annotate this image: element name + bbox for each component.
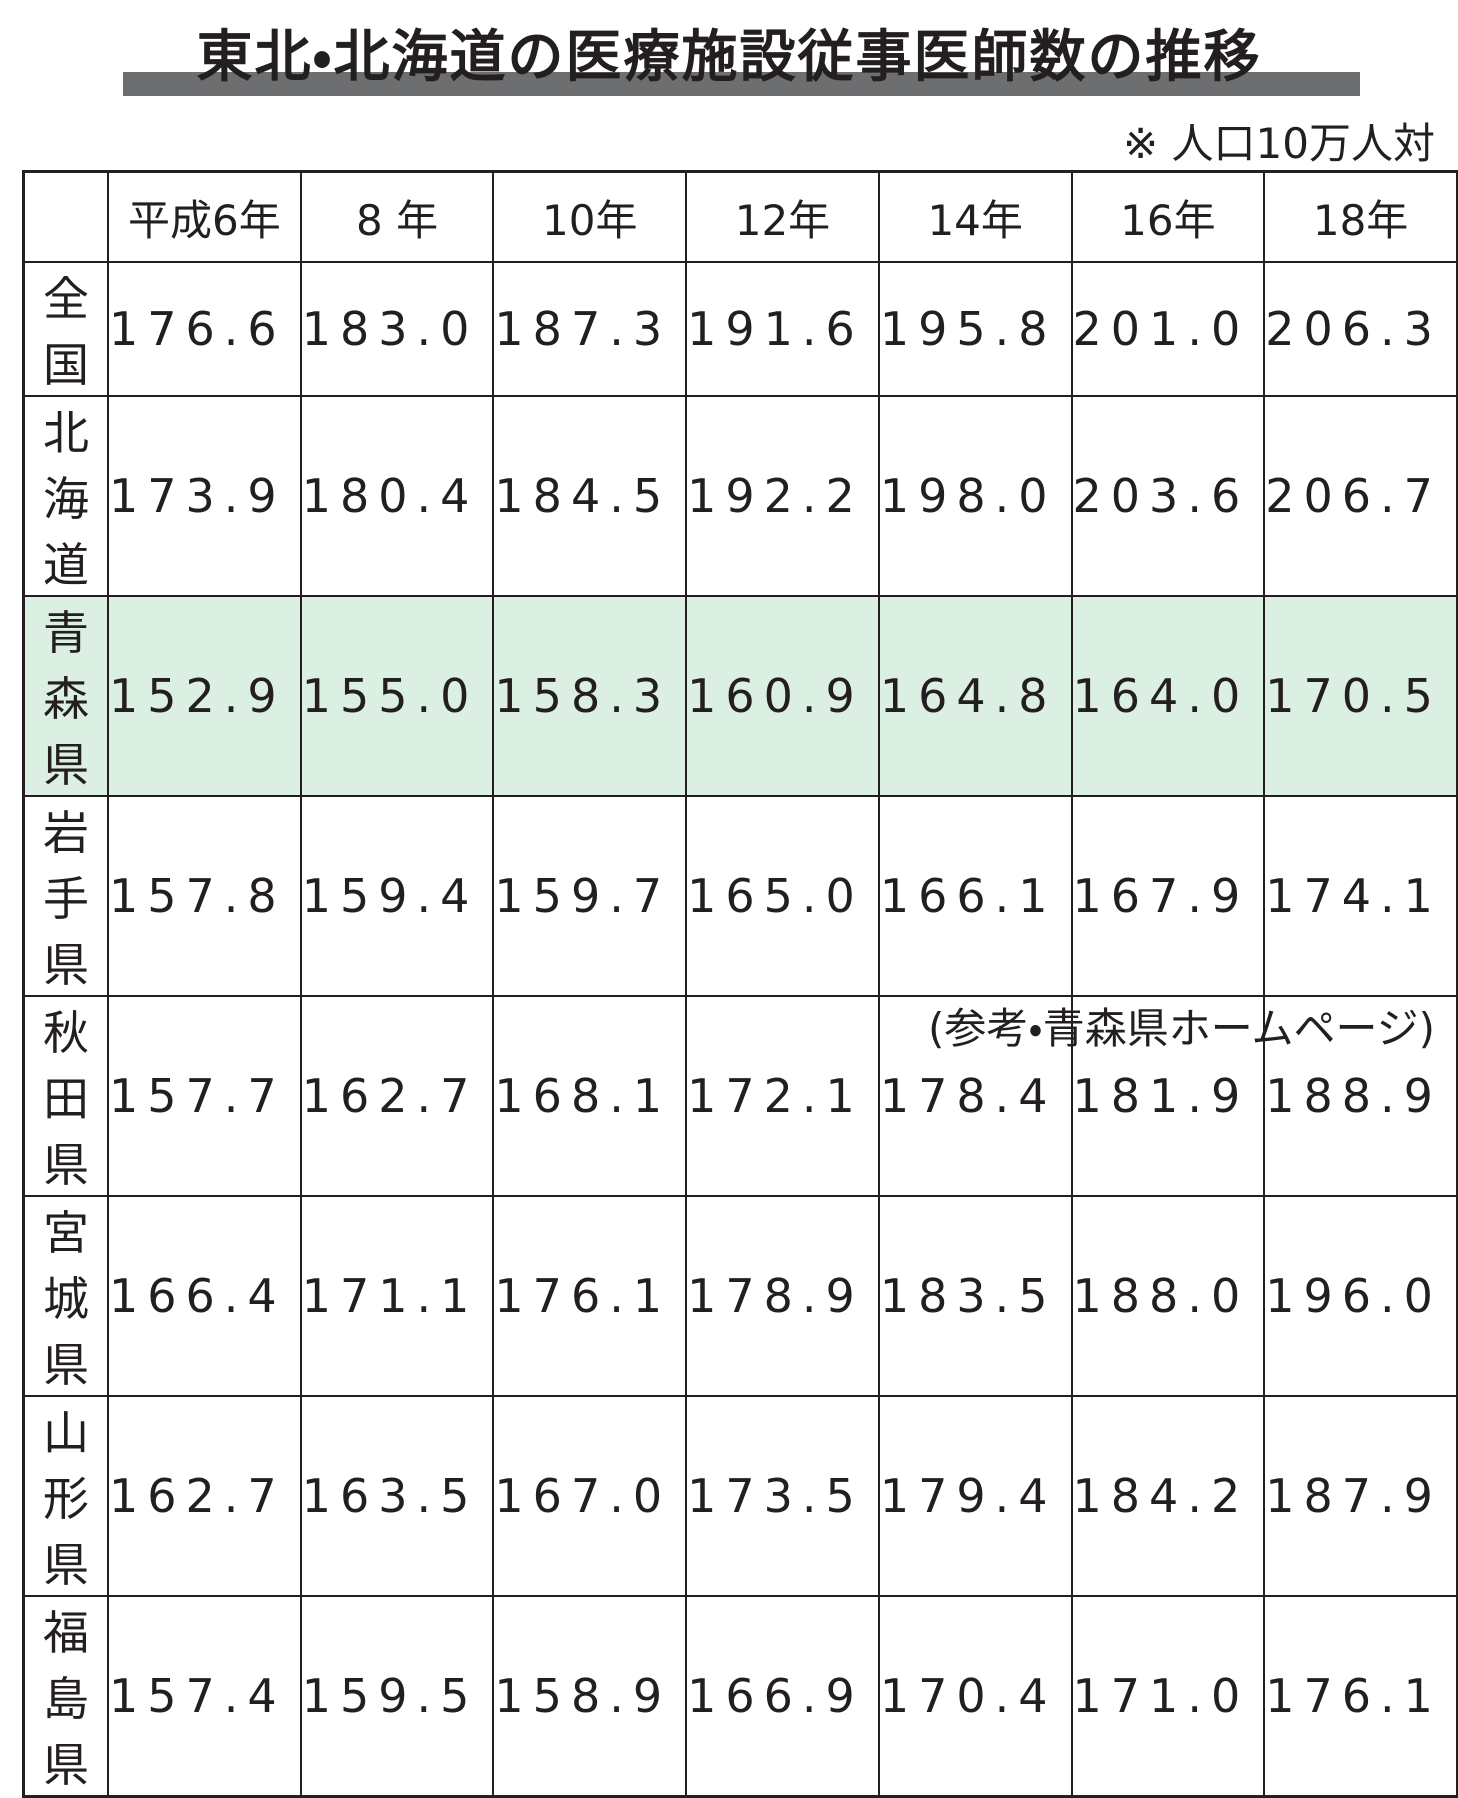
row-label: 秋田県	[22, 995, 109, 1197]
row: 福島県 157.4 159.5 158.9 166.9 170.4 171.0 176.1	[22, 1595, 1458, 1798]
cell: 158.9	[492, 1595, 688, 1798]
cell: 158.3	[492, 595, 688, 797]
row-label: 福島県	[22, 1595, 109, 1798]
cell: 178.9	[685, 1195, 880, 1397]
cell: 188.0	[1070, 1195, 1266, 1397]
cell: 201.0	[1070, 261, 1266, 397]
cell: 179.4	[877, 1395, 1073, 1597]
cell: 171.0	[1070, 1595, 1266, 1798]
cell: 187.3	[492, 261, 688, 397]
cell: 157.8	[107, 795, 302, 997]
cell: 152.9	[107, 595, 302, 797]
cell: 157.7	[107, 995, 302, 1197]
cell: 180.4	[299, 395, 495, 597]
cell: 159.4	[299, 795, 495, 997]
column-header	[22, 170, 109, 263]
column-header: 8 年	[299, 170, 495, 263]
cell: 162.7	[299, 995, 495, 1197]
cell: 206.3	[1263, 261, 1458, 397]
column-header: 14年	[877, 170, 1073, 263]
title: 東北・北海道の医療施設従事医師数の推移	[196, 25, 1262, 90]
column-header: 12年	[685, 170, 880, 263]
cell: 203.6	[1070, 395, 1266, 597]
row: 青森県 152.9 155.0 158.3 160.9 164.8 164.0 170.5	[22, 595, 1458, 797]
cell: 163.5	[299, 1395, 495, 1597]
cell: 160.9	[685, 595, 880, 797]
page: 東北・北海道の医療施設従事医師数の推移 ※ 人口10万人対 平成6年 8 年 10年…	[22, 25, 1458, 1798]
cell: 170.4	[877, 1595, 1073, 1798]
cell: 171.1	[299, 1195, 495, 1397]
cell: 166.1	[877, 795, 1073, 997]
cell: 183.0	[299, 261, 495, 397]
cell: 191.6	[685, 261, 880, 397]
cell: 159.7	[492, 795, 688, 997]
row-label: 山形県	[22, 1395, 109, 1597]
table: 平成6年 8 年 10年 12年 14年 16年 18年 全国 176.6 183.0 187.3 1…	[22, 170, 1458, 1798]
cell: 165.0	[685, 795, 880, 997]
cell: 184.5	[492, 395, 688, 597]
source: (参考・青森県ホームページ)	[928, 1004, 1435, 1053]
cell: 184.2	[1070, 1395, 1266, 1597]
cell: 176.1	[492, 1195, 688, 1397]
cell: 176.6	[107, 261, 302, 397]
row-label: 全国	[22, 261, 109, 397]
cell: 176.1	[1263, 1595, 1458, 1798]
cell: 172.1	[685, 995, 880, 1197]
header-row: 平成6年 8 年 10年 12年 14年 16年 18年	[22, 170, 1458, 263]
cell: 157.4	[107, 1595, 302, 1798]
cell: 170.5	[1263, 595, 1458, 797]
row-label: 青森県	[22, 595, 109, 797]
cell: 155.0	[299, 595, 495, 797]
column-header: 平成6年	[107, 170, 302, 263]
column-header: 16年	[1070, 170, 1266, 263]
row: 北海道 173.9 180.4 184.5 192.2 198.0 203.6 206.7	[22, 395, 1458, 597]
row-label: 北海道	[22, 395, 109, 597]
row: 全国 176.6 183.0 187.3 191.6 195.8 201.0 206.3	[22, 261, 1458, 397]
row: 岩手県 157.8 159.4 159.7 165.0 166.1 167.9 174.1	[22, 795, 1458, 997]
title-bar	[123, 72, 1360, 96]
cell: 196.0	[1263, 1195, 1458, 1397]
cell: 174.1	[1263, 795, 1458, 997]
row: 宮城県 166.4 171.1 176.1 178.9 183.5 188.0 196.0	[22, 1195, 1458, 1397]
cell: 183.5	[877, 1195, 1073, 1397]
cell: 173.5	[685, 1395, 880, 1597]
cell: 192.2	[685, 395, 880, 597]
cell: 166.9	[685, 1595, 880, 1798]
cell: 159.5	[299, 1595, 495, 1798]
row-label: 岩手県	[22, 795, 109, 997]
cell: 164.0	[1070, 595, 1266, 797]
row: 山形県 162.7 163.5 167.0 173.5 179.4 184.2 187.9	[22, 1395, 1458, 1597]
cell: 168.1	[492, 995, 688, 1197]
column-header: 10年	[492, 170, 688, 263]
cell: 173.9	[107, 395, 302, 597]
cell: 166.4	[107, 1195, 302, 1397]
cell: 195.8	[877, 261, 1073, 397]
cell: 198.0	[877, 395, 1073, 597]
cell: 164.8	[877, 595, 1073, 797]
cell: 162.7	[107, 1395, 302, 1597]
column-header: 18年	[1263, 170, 1458, 263]
cell: 167.0	[492, 1395, 688, 1597]
cell: 167.9	[1070, 795, 1266, 997]
cell: 187.9	[1263, 1395, 1458, 1597]
row-label: 宮城県	[22, 1195, 109, 1397]
cell: 206.7	[1263, 395, 1458, 597]
note: ※ 人口10万人対	[1123, 119, 1435, 168]
